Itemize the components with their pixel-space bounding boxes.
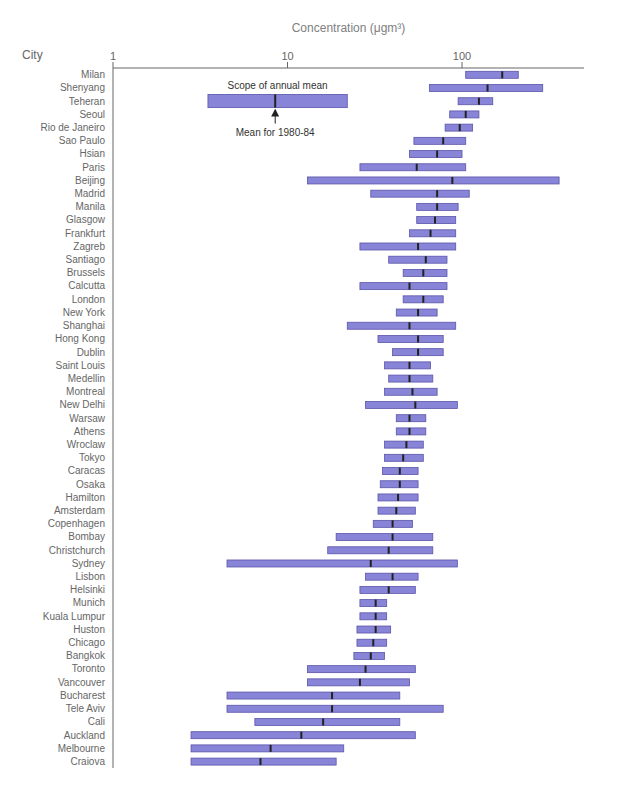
svg-text:10: 10 — [281, 50, 293, 62]
svg-text:Tele Aviv: Tele Aviv — [66, 703, 105, 714]
svg-text:London: London — [72, 294, 105, 305]
svg-text:Vancouver: Vancouver — [58, 677, 106, 688]
svg-text:Christchurch: Christchurch — [49, 545, 105, 556]
svg-text:Tokyo: Tokyo — [79, 452, 106, 463]
svg-text:Amsterdam: Amsterdam — [54, 505, 105, 516]
svg-text:Munich: Munich — [73, 597, 105, 608]
svg-text:Sydney: Sydney — [72, 558, 105, 569]
svg-text:Saint Louis: Saint Louis — [56, 360, 105, 371]
svg-text:Zagreb: Zagreb — [73, 241, 105, 252]
svg-text:Hsian: Hsian — [79, 148, 105, 159]
svg-text:Medellin: Medellin — [68, 373, 105, 384]
svg-text:Shenyang: Shenyang — [60, 82, 105, 93]
svg-text:Warsaw: Warsaw — [69, 413, 106, 424]
svg-text:Melbourne: Melbourne — [58, 743, 106, 754]
svg-text:Scope of annual mean: Scope of annual mean — [228, 80, 328, 91]
svg-text:100: 100 — [453, 50, 471, 62]
svg-text:New Delhi: New Delhi — [59, 399, 105, 410]
svg-text:Madrid: Madrid — [74, 188, 105, 199]
svg-text:Hong Kong: Hong Kong — [55, 333, 105, 344]
svg-text:Seoul: Seoul — [79, 109, 105, 120]
svg-text:Auckland: Auckland — [64, 730, 105, 741]
svg-text:Manila: Manila — [76, 201, 106, 212]
svg-text:Wroclaw: Wroclaw — [67, 439, 106, 450]
svg-text:Bucharest: Bucharest — [60, 690, 105, 701]
svg-text:Brussels: Brussels — [67, 267, 105, 278]
svg-text:1: 1 — [110, 50, 116, 62]
svg-text:Lisbon: Lisbon — [76, 571, 105, 582]
svg-text:Kuala Lumpur: Kuala Lumpur — [43, 611, 106, 622]
svg-text:Caracas: Caracas — [68, 465, 105, 476]
svg-text:Helsinki: Helsinki — [70, 584, 105, 595]
svg-text:Glasgow: Glasgow — [66, 214, 106, 225]
svg-text:Montreal: Montreal — [66, 386, 105, 397]
svg-text:Teheran: Teheran — [69, 96, 105, 107]
svg-text:Milan: Milan — [81, 69, 105, 80]
svg-text:Mean for 1980-84: Mean for 1980-84 — [236, 127, 315, 138]
svg-text:Concentration (μgm³): Concentration (μgm³) — [292, 21, 406, 35]
svg-text:Craiova: Craiova — [71, 756, 106, 767]
html-text:City: City — [22, 48, 43, 62]
svg-text:Toronto: Toronto — [72, 663, 106, 674]
svg-text:Chicago: Chicago — [68, 637, 105, 648]
svg-text:Frankfurt: Frankfurt — [65, 228, 105, 239]
svg-text:Beijing: Beijing — [75, 175, 105, 186]
svg-text:Rio de Janeiro: Rio de Janeiro — [41, 122, 106, 133]
svg-text:New York: New York — [63, 307, 106, 318]
svg-text:Sao Paulo: Sao Paulo — [59, 135, 106, 146]
svg-text:Calcutta: Calcutta — [68, 280, 105, 291]
svg-text:Santiago: Santiago — [66, 254, 106, 265]
svg-text:Osaka: Osaka — [76, 479, 105, 490]
svg-text:Bombay: Bombay — [68, 531, 105, 542]
svg-text:Paris: Paris — [82, 162, 105, 173]
svg-text:Cali: Cali — [88, 716, 105, 727]
svg-text:Shanghai: Shanghai — [63, 320, 105, 331]
svg-text:Copenhagen: Copenhagen — [48, 518, 105, 529]
svg-text:Huston: Huston — [73, 624, 105, 635]
svg-text:Bangkok: Bangkok — [66, 650, 106, 661]
svg-text:Athens: Athens — [74, 426, 105, 437]
svg-text:Dublin: Dublin — [77, 347, 105, 358]
svg-text:Hamilton: Hamilton — [66, 492, 105, 503]
